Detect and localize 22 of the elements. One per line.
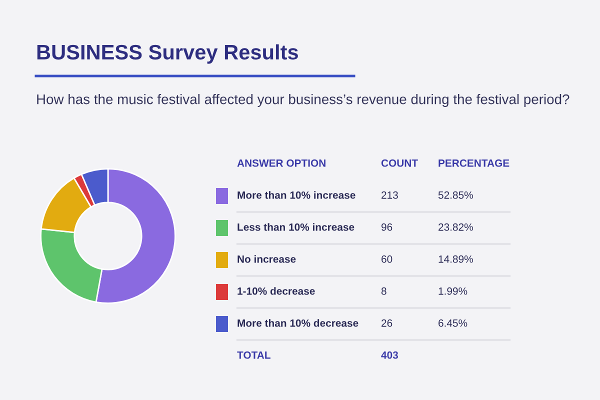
legend-label: No increase	[238, 255, 296, 263]
legend-label: Less than 10% increase	[238, 223, 354, 231]
data-label: 60	[382, 255, 392, 263]
text: 14.89%	[438, 255, 473, 263]
text: 52.85%	[438, 191, 473, 199]
data-label: 26	[382, 319, 392, 327]
text: 1.99%	[438, 287, 468, 295]
legend-label: More than 10% decrease	[238, 319, 358, 327]
chart-subtitle: How has the music festival affected your business’s revenue during the festival period?	[37, 94, 570, 107]
data-label: 213	[382, 191, 398, 199]
text: COUNT	[381, 159, 418, 167]
text: 403	[381, 351, 398, 359]
text: PERCENTAGE	[438, 159, 510, 167]
text: 6.45%	[438, 319, 468, 327]
data-label: 96	[381, 223, 392, 231]
legend-title: ANSWER OPTION	[237, 159, 326, 167]
legend-label: 1-10% decrease	[238, 287, 315, 295]
text: 23.82%	[438, 223, 473, 231]
data-label: 8	[381, 287, 386, 295]
legend-label: More than 10% increase	[238, 191, 356, 199]
text: TOTAL	[237, 351, 270, 359]
chart-title: BUSINESS Survey Results	[37, 44, 298, 64]
